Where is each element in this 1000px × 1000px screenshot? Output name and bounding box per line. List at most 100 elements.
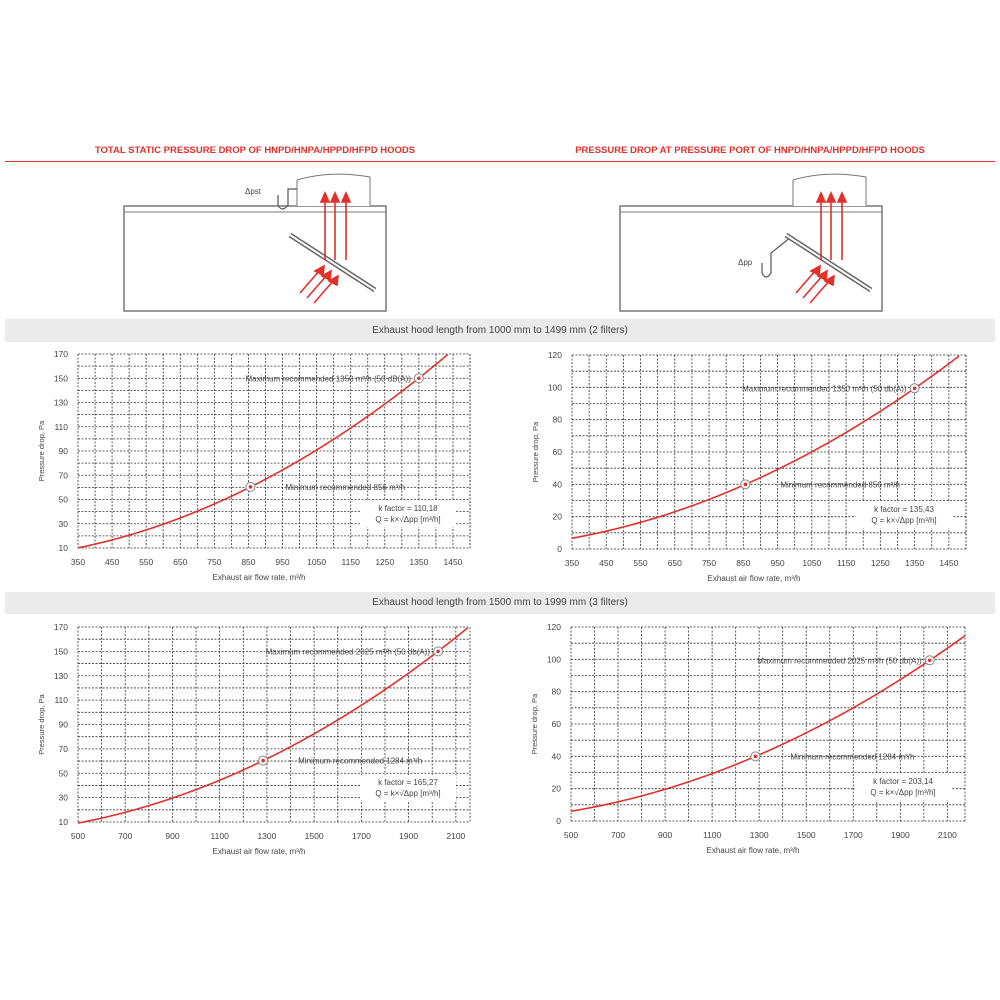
- y-tick-label: 0: [556, 816, 561, 826]
- x-tick-label: 350: [565, 558, 579, 568]
- y-tick-label: 60: [552, 719, 562, 729]
- hood-diagram-port: Δpp: [619, 173, 883, 312]
- x-tick-label: 1500: [797, 830, 816, 840]
- x-tick-label: 650: [668, 558, 682, 568]
- y-tick-label: 170: [54, 622, 68, 632]
- y-tick-label: 100: [548, 382, 562, 392]
- y-tick-label: 70: [59, 744, 69, 754]
- min-recommended-label: Minimum recommended 1284 m³/h: [790, 752, 914, 761]
- y-tick-label: 50: [59, 768, 69, 778]
- k-factor-label: k factor = 203,14: [873, 777, 933, 786]
- x-tick-label: 450: [599, 558, 613, 568]
- y-tick-label: 0: [557, 544, 562, 554]
- y-tick-label: 10: [59, 543, 69, 553]
- chart-2: 350 450 550 650 750 850 950 1050 1150 1250 1350 145…: [531, 350, 967, 583]
- title-divider: [5, 161, 995, 162]
- marker-point: [927, 658, 932, 663]
- x-tick-label: 1300: [750, 830, 769, 840]
- section-band-3-filters: Exhaust hood length from 1500 mm to 1999…: [5, 592, 995, 614]
- y-tick-label: 80: [552, 687, 562, 697]
- x-tick-label: 1700: [352, 831, 371, 841]
- x-tick-label: 650: [173, 557, 187, 567]
- y-tick-label: 110: [54, 422, 68, 432]
- y-tick-label: 30: [59, 793, 69, 803]
- y-tick-label: 130: [54, 671, 68, 681]
- x-tick-label: 1250: [375, 557, 394, 567]
- x-tick-label: 1150: [342, 557, 361, 567]
- marker-point: [261, 758, 265, 763]
- k-factor-box: [360, 774, 456, 801]
- pressure-curve: [77, 627, 469, 824]
- marker-point: [743, 482, 748, 487]
- k-factor-label: k factor = 165,27: [378, 778, 438, 787]
- formula-label: Q = k×√Δpp [m³/h]: [375, 789, 440, 798]
- x-tick-label: 1050: [802, 558, 821, 568]
- k-factor-box: [855, 774, 951, 801]
- x-tick-label: 1450: [939, 558, 958, 568]
- min-recommended-label: Minimum recommended 1284 m³/h: [298, 757, 422, 766]
- max-recommended-label: Maximum recommended 2025 m³/h (50 db(A)): [757, 656, 922, 665]
- max-recommended-label: Maximum recommended 1350 m³/h (50 dB(A)): [245, 374, 411, 383]
- x-tick-label: 450: [105, 557, 119, 567]
- x-tick-label: 2100: [938, 830, 957, 840]
- marker-point: [436, 649, 440, 654]
- airflow-arrows: [299, 191, 352, 304]
- x-tick-label: 950: [770, 558, 784, 568]
- k-factor-label: k factor = 110,18: [378, 504, 438, 513]
- x-tick-label: 1700: [844, 830, 863, 840]
- x-tick-label: 1900: [399, 831, 418, 841]
- x-axis-title: Exhaust air flow rate, m³/h: [213, 847, 306, 856]
- pressure-curve: [571, 355, 960, 539]
- marker-point: [248, 485, 253, 489]
- y-tick-label: 50: [59, 495, 69, 505]
- left-title: TOTAL STATIC PRESSURE DROP OF HNPD/HNPA/…: [94, 145, 416, 156]
- formula-label: Q = k×√Δpp [m³/h]: [870, 788, 935, 797]
- y-tick-label: 100: [547, 654, 561, 664]
- y-tick-label: 20: [553, 512, 563, 522]
- hood-diagram-static: Δpst: [123, 173, 387, 312]
- y-tick-label: 20: [552, 784, 562, 794]
- min-recommended-label: Minimum recommended 856 m³/h: [780, 480, 900, 489]
- x-axis-title: Exhaust air flow rate, m³/h: [213, 573, 306, 582]
- k-factor-box: [856, 502, 952, 529]
- x-tick-label: 1900: [891, 830, 910, 840]
- marker-point: [912, 386, 917, 391]
- y-axis-title: Pressure drop, Pa: [531, 421, 540, 482]
- max-recommended-label: Maximum recommended 1350 m³/h (50 db(A)): [742, 384, 907, 393]
- formula-label: Q = k×√Δpp [m³/h]: [871, 516, 936, 525]
- y-axis-title: Pressure drop, Pa: [37, 693, 46, 754]
- marker-point: [753, 754, 758, 759]
- airflow-arrows: [795, 191, 848, 304]
- y-tick-label: 120: [547, 622, 561, 632]
- x-tick-label: 500: [564, 830, 578, 840]
- x-tick-label: 700: [611, 830, 625, 840]
- x-tick-label: 900: [658, 830, 672, 840]
- x-tick-label: 550: [139, 557, 153, 567]
- x-tick-label: 1100: [211, 831, 230, 841]
- x-tick-label: 1350: [409, 557, 428, 567]
- y-tick-label: 90: [59, 446, 69, 456]
- y-tick-label: 40: [552, 751, 562, 761]
- x-tick-label: 350: [71, 557, 85, 567]
- y-tick-label: 30: [59, 519, 69, 529]
- x-tick-label: 1350: [905, 558, 924, 568]
- k-factor-box: [360, 501, 456, 528]
- x-tick-label: 700: [118, 831, 132, 841]
- y-tick-label: 90: [59, 720, 69, 730]
- delta-pst-label: Δpst: [245, 187, 262, 196]
- y-tick-label: 170: [54, 349, 68, 359]
- section-band-2-filters: Exhaust hood length from 1000 mm to 1499…: [5, 319, 995, 342]
- y-tick-label: 40: [553, 479, 563, 489]
- pressure-curve: [570, 635, 966, 812]
- x-tick-label: 900: [165, 831, 179, 841]
- x-tick-label: 850: [736, 558, 750, 568]
- y-tick-label: 60: [553, 447, 563, 457]
- x-tick-label: 1100: [703, 830, 722, 840]
- x-tick-label: 950: [275, 557, 289, 567]
- y-tick-label: 70: [59, 470, 69, 480]
- y-tick-label: 80: [553, 415, 563, 425]
- y-axis-title: Pressure drop, Pa: [37, 420, 46, 481]
- x-tick-label: 500: [71, 831, 85, 841]
- right-title: PRESSURE DROP AT PRESSURE PORT OF HNPD/H…: [575, 145, 925, 156]
